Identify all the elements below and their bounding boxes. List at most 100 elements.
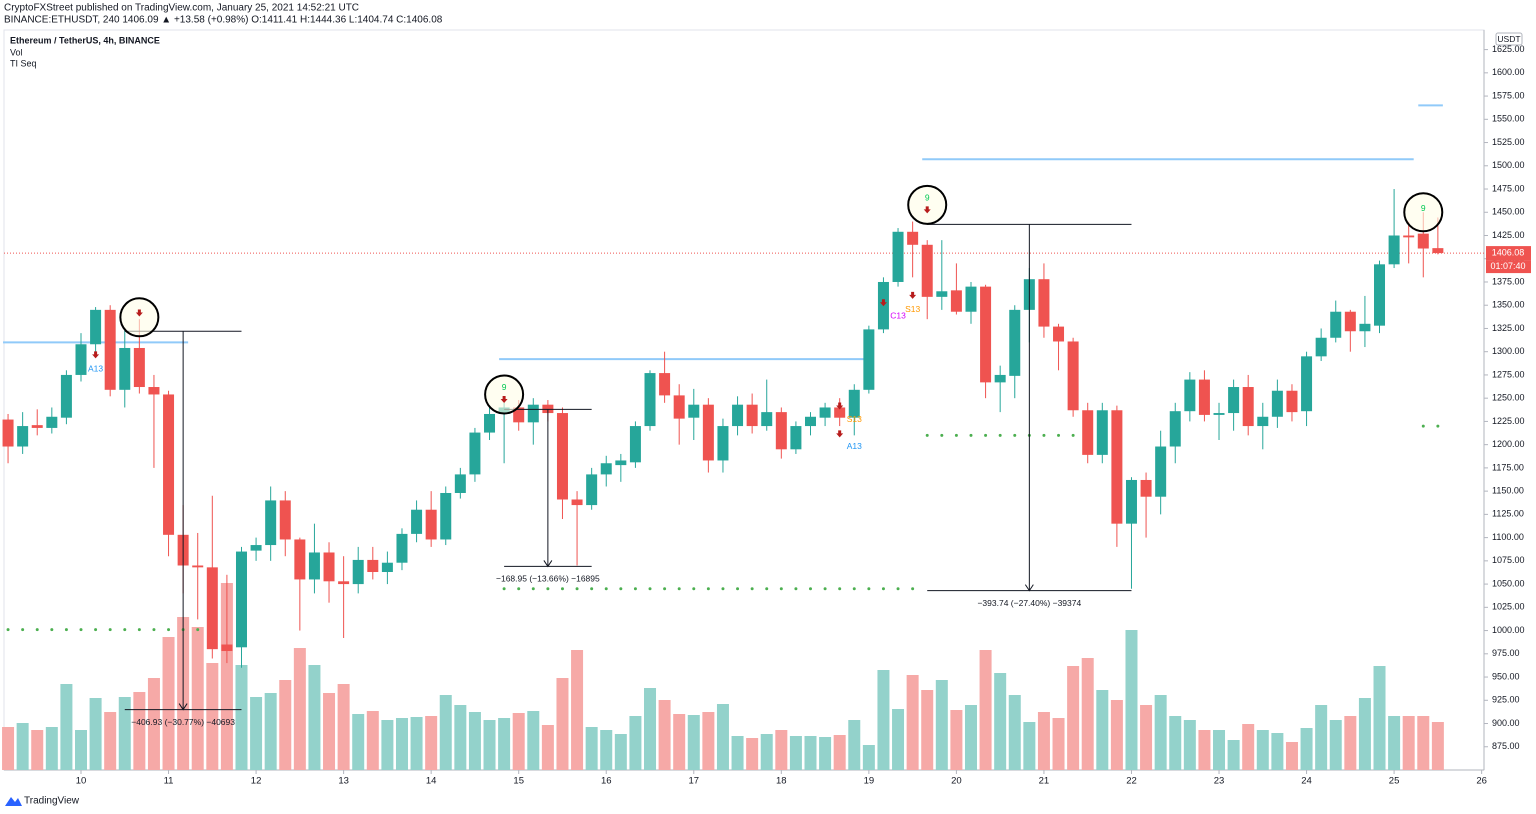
candle-body	[1228, 387, 1240, 414]
candle-body	[265, 500, 277, 546]
y-tick-label: 1300.00	[1492, 346, 1525, 356]
candle-body	[1271, 390, 1283, 417]
currency-box	[1495, 32, 1523, 46]
candle-body	[644, 373, 656, 427]
candle-body	[717, 426, 729, 461]
candle-body	[308, 552, 320, 580]
y-tick-label: 1475.00	[1492, 183, 1525, 193]
logo-icon	[5, 797, 22, 806]
volume-bar	[731, 736, 744, 770]
candle-body	[965, 286, 977, 312]
volume-bar	[994, 673, 1007, 770]
volume-bar	[1198, 730, 1211, 770]
volume-bar	[906, 675, 919, 770]
candle-body	[1125, 479, 1137, 524]
volume-bar	[1096, 690, 1109, 770]
highlight-circle	[484, 374, 525, 415]
volume-bar	[279, 680, 292, 770]
tv-logo	[5, 797, 22, 806]
volume-bar	[1431, 722, 1444, 770]
candle-body	[1417, 233, 1429, 249]
y-tick-label: 1175.00	[1492, 462, 1524, 472]
volume-bar	[1344, 716, 1357, 770]
candle-body	[907, 231, 919, 245]
x-tick-label: 21	[1039, 776, 1050, 787]
volume-bar	[250, 697, 263, 770]
candle-body	[1053, 326, 1065, 342]
candle-body	[892, 231, 904, 282]
x-tick-label: 17	[688, 776, 699, 787]
candle-body	[950, 290, 962, 312]
candle-body	[425, 509, 437, 540]
volume-bar	[483, 720, 496, 770]
candle-body	[673, 395, 685, 419]
candle-body	[848, 389, 860, 418]
candle-body	[1140, 479, 1152, 497]
volume-bar	[1315, 705, 1328, 770]
volume-bar	[644, 688, 657, 770]
volume-bar	[498, 718, 511, 770]
candle-body	[1082, 410, 1094, 455]
volume-bar	[775, 730, 788, 770]
volume-bar	[804, 736, 817, 770]
volume-bar	[921, 690, 934, 770]
y-tick-label: 1150.00	[1492, 486, 1524, 496]
candle-body	[163, 394, 175, 535]
candle-body	[148, 387, 160, 395]
volume-bar	[1183, 720, 1196, 770]
x-tick-label: 26	[1476, 776, 1487, 787]
candle-body	[454, 474, 466, 493]
y-tick-label: 1125.00	[1492, 509, 1524, 519]
volume-bar	[541, 725, 554, 770]
candle-body	[600, 463, 612, 475]
currency: USDT	[1497, 34, 1520, 44]
y-tick-label: 1050.00	[1492, 578, 1525, 588]
candle-body	[323, 552, 335, 582]
x-tick-label: 22	[1126, 776, 1137, 787]
candle-body	[411, 509, 423, 534]
y-tick-label: 1625.00	[1492, 44, 1525, 54]
volume-bar	[104, 712, 117, 770]
volume-bar	[629, 716, 642, 770]
volume-bar	[16, 723, 29, 770]
volume-bar	[585, 727, 598, 770]
measure-arrowhead	[1024, 584, 1034, 592]
measure-label: −168.95 (−13.66%) −16895	[496, 574, 600, 584]
candle-body	[1096, 410, 1108, 455]
volume-bar	[45, 727, 58, 770]
seq-label: 9	[502, 382, 507, 392]
volume-bar	[308, 665, 321, 770]
y-tick-label: 1375.00	[1492, 276, 1525, 286]
volume-bar	[425, 716, 438, 770]
y-tick-label: 1600.00	[1492, 67, 1525, 77]
price-tag	[1486, 246, 1531, 261]
candle-body	[279, 500, 291, 540]
candle-body	[133, 347, 145, 388]
candle-body	[1155, 446, 1167, 497]
candle-body	[1198, 379, 1210, 415]
volume-bar	[1402, 716, 1415, 770]
candle-body	[805, 416, 816, 427]
candle-body	[513, 407, 525, 423]
candle-body	[571, 499, 583, 506]
volume-bar	[862, 745, 875, 770]
volume-bar	[118, 697, 131, 770]
candle-body	[980, 286, 992, 383]
volume-bar	[1140, 705, 1153, 770]
y-tick-label: 1200.00	[1492, 439, 1525, 449]
x-tick-label: 24	[1301, 776, 1312, 787]
y-tick-label: 900.00	[1492, 718, 1520, 728]
volume-bar	[1037, 712, 1050, 770]
candle-body	[1330, 311, 1342, 338]
seq-arrow	[135, 309, 143, 317]
x-tick-label: 10	[76, 776, 87, 787]
measure-label: −393.74 (−27.40%) −39374	[977, 598, 1081, 608]
candle-body	[381, 562, 393, 573]
candle-body	[90, 309, 102, 345]
y-tick-label: 925.00	[1492, 695, 1520, 705]
candle-body	[31, 425, 43, 428]
candle-body	[235, 551, 247, 648]
candle-body	[629, 426, 641, 463]
volume-bar	[1329, 720, 1342, 770]
volume-bar	[439, 695, 452, 770]
